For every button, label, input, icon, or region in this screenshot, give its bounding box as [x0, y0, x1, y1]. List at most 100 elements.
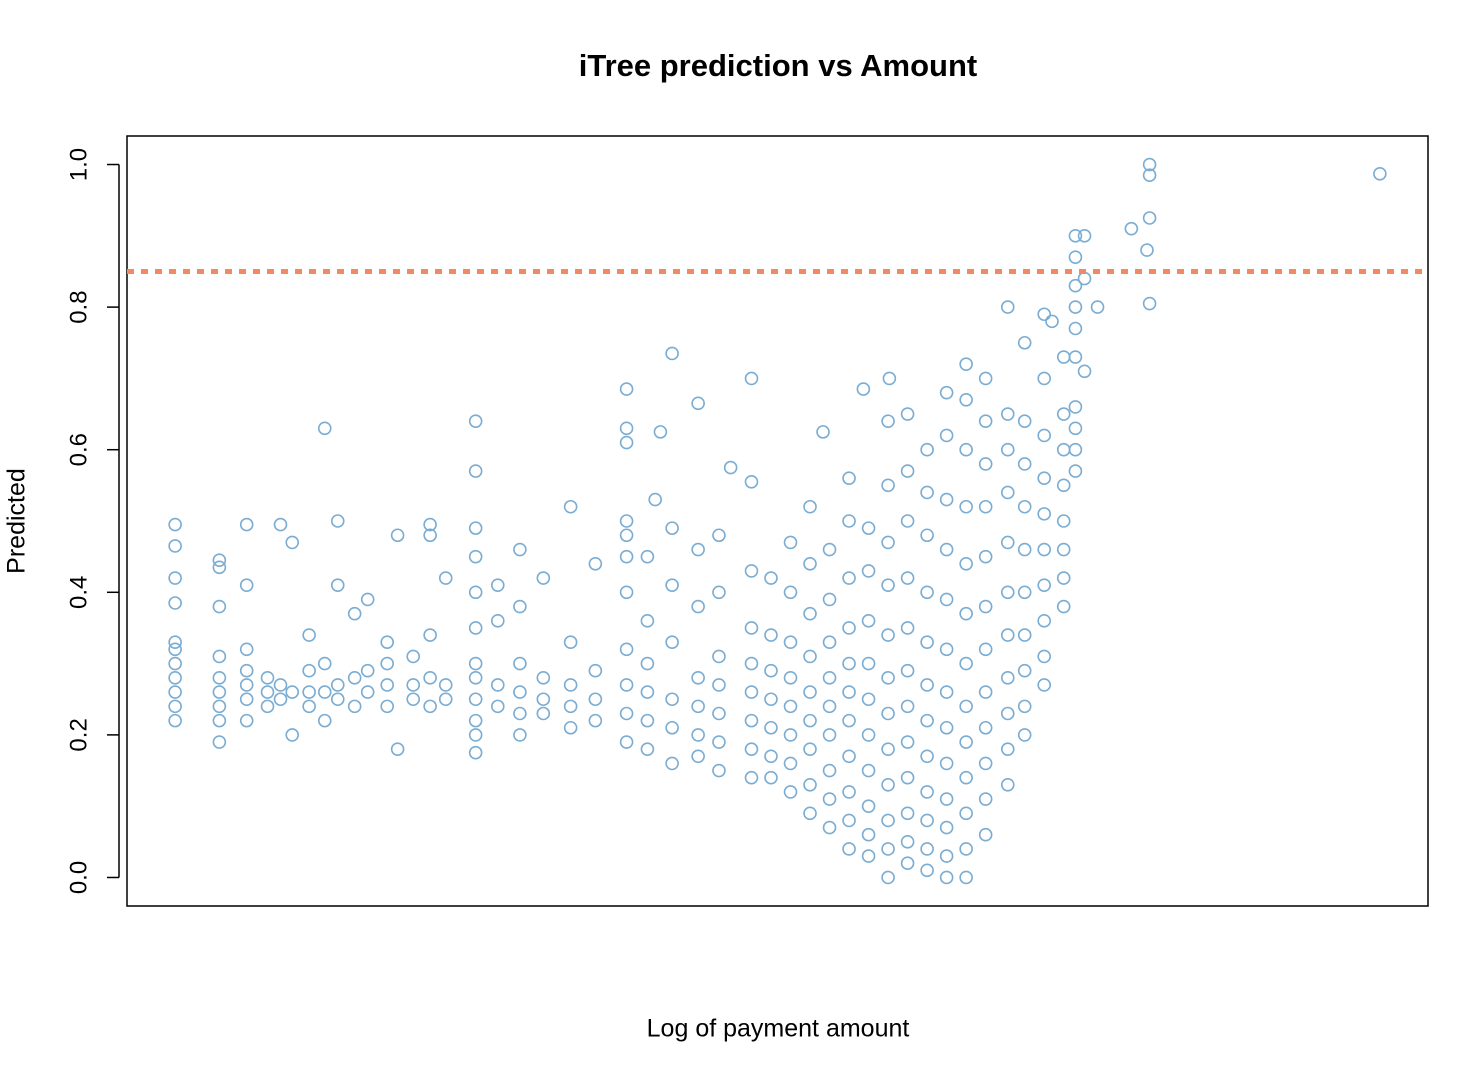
point — [212, 553, 227, 568]
point — [619, 642, 634, 657]
point — [212, 560, 227, 575]
point — [380, 635, 395, 650]
point — [712, 649, 726, 664]
point — [959, 842, 973, 856]
point — [900, 856, 915, 871]
point — [536, 671, 551, 685]
point — [285, 728, 300, 742]
point — [360, 592, 375, 607]
point — [959, 442, 973, 457]
point — [959, 806, 973, 821]
point — [783, 535, 798, 550]
point — [1037, 614, 1052, 628]
point — [260, 671, 275, 685]
point — [842, 785, 856, 799]
point — [764, 571, 778, 585]
point — [239, 713, 254, 728]
point — [1017, 499, 1032, 514]
point — [822, 820, 837, 835]
point — [881, 870, 895, 885]
point — [978, 371, 993, 386]
point — [842, 842, 856, 856]
point — [1068, 321, 1083, 336]
point — [803, 556, 817, 571]
point — [900, 621, 915, 635]
point — [1017, 699, 1032, 714]
point — [978, 756, 993, 771]
point — [1017, 335, 1032, 350]
point — [1045, 314, 1059, 329]
point — [302, 628, 316, 642]
point — [959, 606, 973, 621]
point — [822, 792, 837, 806]
point — [640, 549, 655, 564]
point — [783, 671, 798, 685]
point — [1068, 442, 1083, 457]
point — [691, 749, 705, 764]
point — [744, 685, 759, 699]
point — [861, 728, 876, 742]
point — [423, 671, 437, 685]
point — [468, 585, 483, 600]
point — [273, 692, 288, 707]
point — [640, 742, 655, 756]
point — [783, 785, 798, 799]
point — [1140, 243, 1154, 257]
point — [513, 728, 527, 742]
point — [939, 849, 954, 863]
point — [939, 756, 954, 771]
point — [920, 585, 934, 600]
point — [842, 685, 856, 699]
point — [380, 678, 395, 692]
point — [212, 699, 227, 714]
point — [1017, 628, 1032, 642]
point — [423, 699, 437, 714]
point — [822, 763, 837, 778]
point — [939, 870, 954, 885]
point — [1000, 671, 1015, 685]
point — [764, 749, 778, 764]
point — [803, 499, 817, 514]
point — [619, 678, 634, 692]
point — [783, 635, 798, 650]
point — [665, 346, 679, 361]
point — [1000, 300, 1015, 314]
point — [423, 528, 437, 543]
point — [691, 671, 705, 685]
point — [239, 678, 254, 692]
point — [920, 813, 934, 828]
point — [168, 656, 182, 671]
point — [423, 517, 437, 532]
point — [691, 599, 705, 614]
point — [803, 713, 817, 728]
point — [978, 642, 993, 657]
point — [744, 474, 759, 489]
point — [330, 678, 345, 692]
point — [1037, 307, 1052, 322]
point — [861, 763, 876, 778]
point — [920, 842, 934, 856]
point — [1017, 457, 1032, 471]
point — [920, 635, 934, 650]
point — [1373, 166, 1387, 181]
points — [168, 157, 1387, 885]
point — [900, 407, 915, 421]
point — [653, 425, 668, 439]
point — [856, 382, 871, 396]
point — [1037, 678, 1052, 692]
point — [640, 614, 655, 628]
point — [468, 671, 483, 685]
point — [302, 663, 316, 678]
point — [1000, 442, 1015, 457]
point — [239, 578, 254, 592]
point — [1017, 585, 1032, 600]
point — [1037, 507, 1052, 521]
plot-frame — [126, 135, 1429, 907]
point — [842, 471, 856, 486]
point — [691, 396, 705, 411]
point — [900, 735, 915, 749]
point — [744, 656, 759, 671]
point — [1056, 514, 1071, 528]
point — [1142, 211, 1157, 225]
point — [744, 713, 759, 728]
